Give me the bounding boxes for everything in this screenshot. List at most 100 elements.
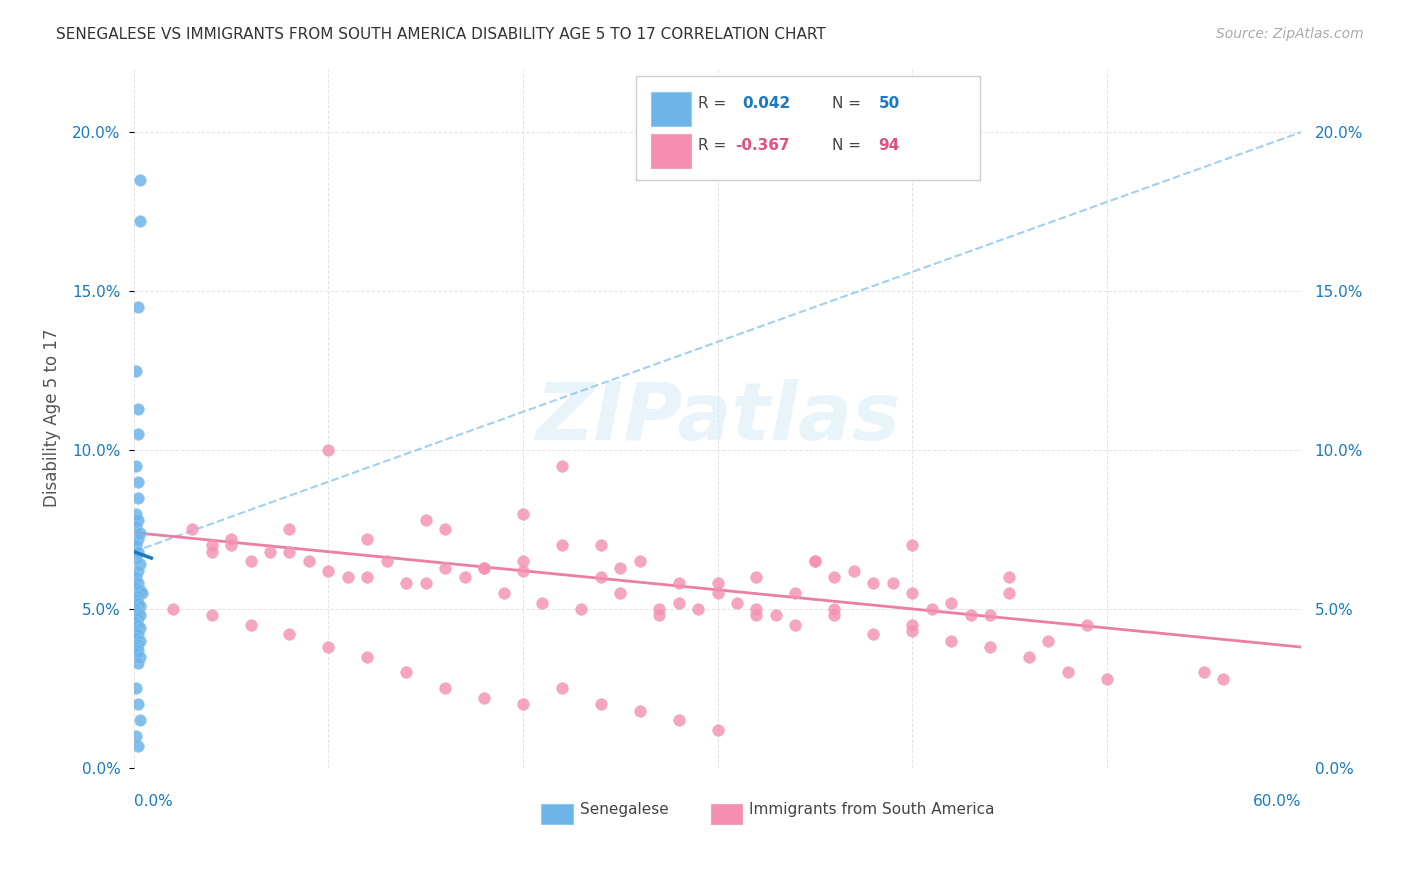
Point	[239, 554, 262, 568]
Point	[127, 532, 149, 546]
Point	[128, 621, 150, 635]
Point	[706, 576, 728, 591]
Text: 0.042: 0.042	[742, 96, 790, 112]
Point	[415, 513, 437, 527]
Point	[1076, 617, 1098, 632]
Text: -0.367: -0.367	[735, 138, 790, 153]
Point	[492, 586, 515, 600]
Point	[127, 513, 149, 527]
Point	[725, 596, 748, 610]
Point	[125, 681, 148, 696]
Point	[939, 596, 962, 610]
Point	[1038, 633, 1060, 648]
Text: N =: N =	[832, 138, 866, 153]
Point	[127, 576, 149, 591]
Point	[127, 739, 149, 753]
Point	[181, 523, 204, 537]
Point	[745, 570, 768, 584]
Point	[127, 698, 149, 712]
Point	[128, 525, 150, 540]
Point	[569, 602, 592, 616]
Point	[127, 544, 149, 558]
Point	[512, 554, 534, 568]
Point	[318, 564, 340, 578]
Text: Immigrants from South America: Immigrants from South America	[749, 802, 994, 817]
Point	[1018, 649, 1040, 664]
Point	[131, 586, 153, 600]
FancyBboxPatch shape	[651, 92, 690, 126]
Text: SENEGALESE VS IMMIGRANTS FROM SOUTH AMERICA DISABILITY AGE 5 TO 17 CORRELATION C: SENEGALESE VS IMMIGRANTS FROM SOUTH AMER…	[56, 27, 825, 42]
Point	[589, 570, 612, 584]
Point	[127, 427, 149, 442]
Point	[127, 611, 149, 625]
Point	[785, 586, 807, 600]
Point	[959, 608, 981, 623]
Point	[609, 586, 631, 600]
Point	[1056, 665, 1078, 680]
Point	[512, 698, 534, 712]
Point	[127, 617, 149, 632]
Point	[125, 602, 148, 616]
Point	[434, 681, 457, 696]
Point	[127, 627, 149, 641]
Point	[219, 532, 242, 546]
Point	[125, 592, 148, 607]
Point	[512, 507, 534, 521]
Text: 0.0%: 0.0%	[134, 794, 173, 809]
Point	[201, 538, 224, 552]
Point	[375, 554, 398, 568]
Point	[901, 624, 924, 639]
Point	[668, 596, 690, 610]
Point	[125, 580, 148, 594]
Point	[127, 637, 149, 651]
Point	[901, 538, 924, 552]
Point	[125, 519, 148, 533]
Point	[823, 608, 845, 623]
Text: R =: R =	[697, 138, 731, 153]
Point	[162, 602, 184, 616]
Point	[127, 605, 149, 619]
Point	[125, 624, 148, 639]
Point	[278, 523, 301, 537]
Point	[125, 551, 148, 566]
Point	[125, 363, 148, 377]
FancyBboxPatch shape	[710, 804, 742, 824]
Point	[1212, 672, 1234, 686]
Point	[125, 538, 148, 552]
Point	[127, 300, 149, 314]
Point	[128, 599, 150, 613]
Point	[356, 570, 378, 584]
Point	[453, 570, 475, 584]
Y-axis label: Disability Age 5 to 17: Disability Age 5 to 17	[44, 329, 60, 508]
Point	[589, 698, 612, 712]
FancyBboxPatch shape	[541, 804, 572, 824]
Point	[648, 608, 671, 623]
Point	[823, 570, 845, 584]
Point	[278, 627, 301, 641]
Point	[125, 729, 148, 743]
Point	[125, 507, 148, 521]
Point	[921, 602, 943, 616]
Point	[589, 538, 612, 552]
Point	[127, 401, 149, 416]
Point	[125, 570, 148, 584]
Point	[472, 560, 495, 574]
Point	[395, 576, 418, 591]
Point	[128, 649, 150, 664]
Text: N =: N =	[832, 96, 866, 112]
Point	[688, 602, 710, 616]
Point	[1192, 665, 1215, 680]
Point	[979, 640, 1001, 654]
Point	[551, 458, 574, 473]
Text: 50: 50	[879, 96, 900, 112]
Point	[259, 544, 281, 558]
Text: 94: 94	[879, 138, 900, 153]
Point	[201, 544, 224, 558]
Point	[472, 690, 495, 705]
Point	[862, 627, 884, 641]
Point	[201, 608, 224, 623]
Point	[628, 704, 651, 718]
Point	[901, 586, 924, 600]
Point	[531, 596, 554, 610]
Text: ZIPatlas: ZIPatlas	[536, 379, 900, 458]
